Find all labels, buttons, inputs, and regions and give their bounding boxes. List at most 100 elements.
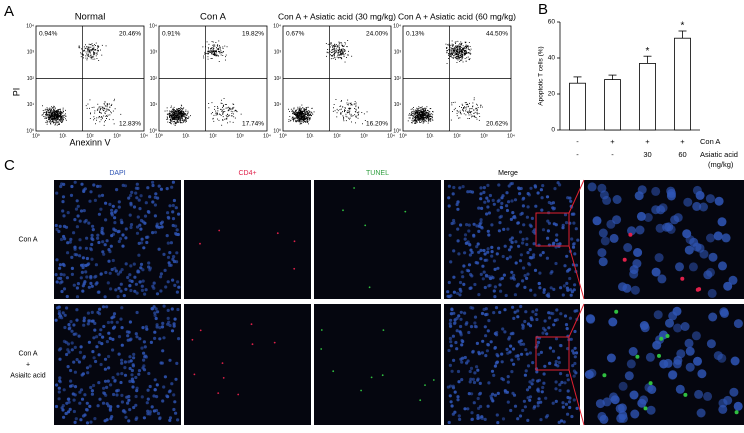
nucleus bbox=[673, 324, 682, 333]
event-dot bbox=[425, 116, 426, 117]
nucleus bbox=[470, 411, 473, 414]
nucleus bbox=[70, 256, 73, 259]
event-dot bbox=[463, 48, 464, 49]
event-dot bbox=[301, 116, 302, 117]
nucleus bbox=[722, 233, 731, 242]
event-dot bbox=[104, 101, 105, 102]
event-dot bbox=[462, 58, 463, 59]
nucleus bbox=[657, 274, 666, 283]
event-dot bbox=[337, 57, 338, 58]
nucleus bbox=[127, 197, 130, 200]
nucleus bbox=[693, 186, 702, 195]
nucleus bbox=[494, 394, 497, 397]
nucleus bbox=[62, 263, 65, 266]
event-dot bbox=[96, 53, 97, 54]
event-dot bbox=[469, 59, 470, 60]
nucleus bbox=[539, 418, 542, 421]
nucleus bbox=[456, 329, 459, 332]
event-dot bbox=[208, 47, 209, 48]
event-dot bbox=[419, 113, 420, 114]
event-dot bbox=[48, 117, 49, 118]
event-dot bbox=[470, 46, 471, 47]
nucleus bbox=[55, 405, 58, 408]
event-dot bbox=[55, 114, 56, 115]
event-dot bbox=[462, 109, 463, 110]
nucleus bbox=[91, 234, 94, 237]
event-dot bbox=[90, 118, 91, 119]
nucleus bbox=[126, 276, 129, 279]
nucleus bbox=[143, 222, 146, 225]
event-dot bbox=[56, 122, 57, 123]
nucleus bbox=[135, 335, 138, 338]
nucleus bbox=[80, 276, 83, 279]
event-dot bbox=[466, 102, 467, 103]
nucleus bbox=[127, 399, 130, 402]
event-dot bbox=[423, 114, 424, 115]
event-dot bbox=[90, 44, 91, 45]
nucleus bbox=[484, 252, 487, 255]
nucleus bbox=[452, 335, 455, 338]
nucleus bbox=[140, 219, 143, 222]
event-dot bbox=[179, 108, 180, 109]
event-dot bbox=[56, 114, 57, 115]
nucleus bbox=[134, 192, 137, 195]
event-dot bbox=[413, 109, 414, 110]
nucleus bbox=[513, 394, 516, 397]
nucleus bbox=[174, 232, 177, 235]
event-dot bbox=[81, 54, 82, 55]
event-dot bbox=[52, 119, 53, 120]
nucleus bbox=[502, 417, 505, 420]
event-dot bbox=[423, 116, 424, 117]
event-dot bbox=[88, 47, 89, 48]
event-dot bbox=[227, 46, 228, 47]
nucleus bbox=[161, 399, 164, 402]
nucleus bbox=[718, 217, 727, 226]
event-dot bbox=[302, 111, 303, 112]
x-tick-label: 10⁴ bbox=[507, 133, 515, 139]
nucleus bbox=[623, 243, 632, 252]
event-dot bbox=[185, 111, 186, 112]
nucleus bbox=[78, 391, 81, 394]
event-dot bbox=[306, 111, 307, 112]
nucleus bbox=[523, 320, 526, 323]
event-dot bbox=[413, 118, 414, 119]
event-dot bbox=[181, 112, 182, 113]
y-tick-label: 10² bbox=[274, 76, 282, 82]
nucleus bbox=[131, 280, 134, 283]
nucleus bbox=[477, 397, 480, 400]
event-dot bbox=[422, 120, 423, 121]
nucleus bbox=[137, 373, 140, 376]
event-dot bbox=[169, 117, 170, 118]
event-dot bbox=[224, 111, 225, 112]
event-dot bbox=[215, 111, 216, 112]
nucleus bbox=[78, 402, 81, 405]
event-dot bbox=[176, 115, 177, 116]
nucleus bbox=[565, 221, 568, 224]
event-dot bbox=[477, 110, 478, 111]
nucleus bbox=[110, 245, 113, 248]
nucleus bbox=[114, 379, 117, 382]
nucleus bbox=[555, 380, 558, 383]
event-dot bbox=[458, 54, 459, 55]
event-dot bbox=[94, 59, 95, 60]
event-dot bbox=[331, 43, 332, 44]
event-dot bbox=[467, 52, 468, 53]
nucleus bbox=[139, 228, 142, 231]
nucleus bbox=[76, 225, 79, 228]
nucleus bbox=[459, 330, 462, 333]
event-dot bbox=[232, 111, 233, 112]
event-dot bbox=[343, 52, 344, 53]
nucleus bbox=[83, 393, 86, 396]
event-dot bbox=[339, 43, 340, 44]
event-dot bbox=[457, 58, 458, 59]
event-dot bbox=[222, 114, 223, 115]
nucleus bbox=[555, 239, 558, 242]
event-dot bbox=[311, 112, 312, 113]
nucleus bbox=[569, 288, 572, 291]
event-dot bbox=[466, 104, 467, 105]
event-dot bbox=[306, 118, 307, 119]
event-dot bbox=[204, 54, 205, 55]
event-dot bbox=[212, 119, 213, 120]
event-dot bbox=[61, 121, 62, 122]
event-dot bbox=[89, 48, 90, 49]
